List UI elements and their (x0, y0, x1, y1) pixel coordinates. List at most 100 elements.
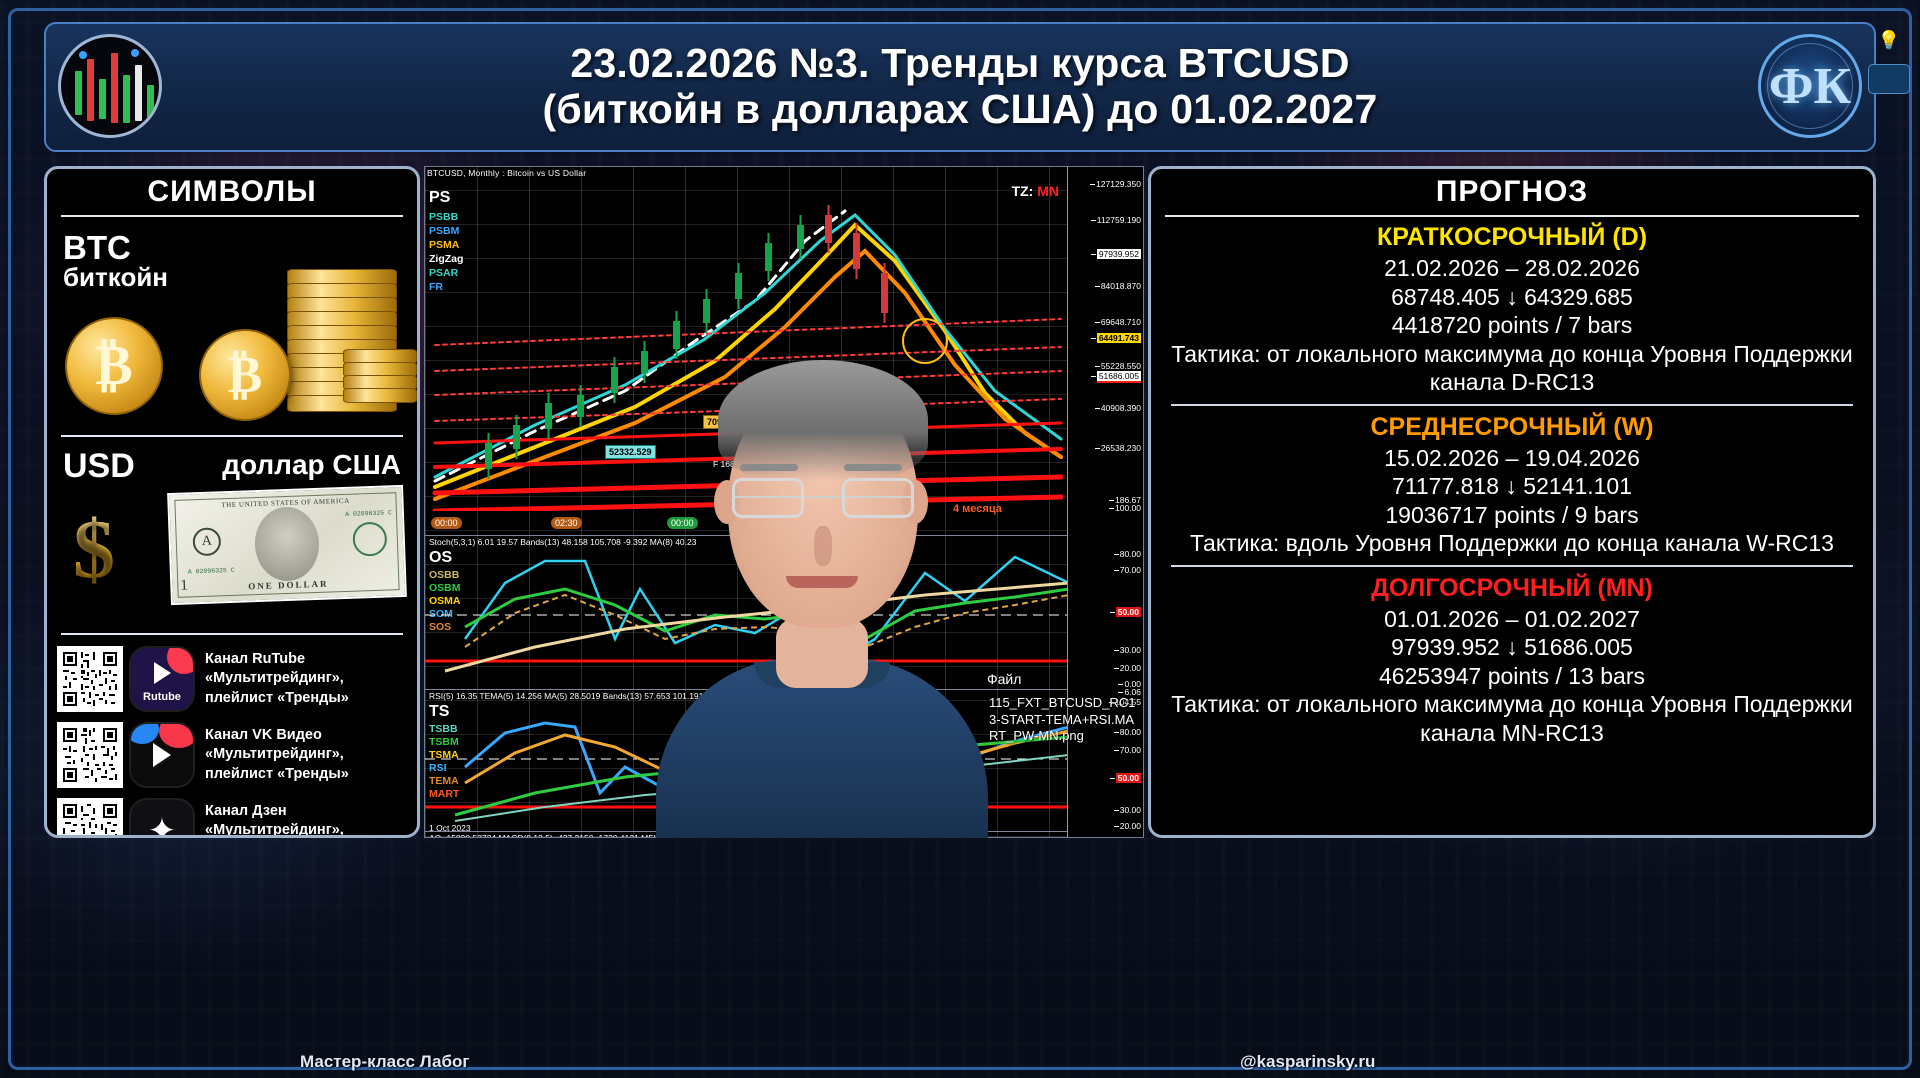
channel-links: Rutube Канал RuTube «Мультитрейдинг», пл… (47, 635, 417, 838)
axis-tick: 30.00 (1113, 805, 1141, 815)
indicator-osma: OSMA (429, 595, 461, 607)
time-chip: 02:30 (551, 517, 582, 529)
cs-header-text: AO -15890.53724 MACD(8,13,5) -427.3150 -… (429, 833, 749, 838)
btc-symbol-block: BTC биткойн ₿ ₿ (47, 217, 417, 435)
axis-tick: 20.00 (1113, 821, 1141, 831)
divider (1171, 403, 1853, 406)
list-item[interactable]: Канал VK Видео «Мультитрейдинг», плейлис… (47, 717, 417, 793)
title-line-2: (биткойн в долларах США) до 01.02.2027 (542, 86, 1378, 132)
title-line-1: 23.02.2026 №3. Тренды курса BTCUSD (570, 40, 1350, 87)
axis-tick: 55228.550 (1094, 361, 1141, 371)
axis-tick: 186.67 (1109, 495, 1141, 505)
chart-date-left: 1 Oct 2023 (429, 823, 471, 833)
footer-left-text: Мастер-класс Лабог (300, 1052, 470, 1071)
indicator-osbm: OSBM (429, 582, 461, 594)
axis-tick: 26538.230 (1094, 443, 1141, 453)
timezone-value: MN (1037, 183, 1059, 199)
forecast-points: 19036717 points / 9 bars (1385, 501, 1639, 528)
indicator-tsma: TSMA (429, 749, 459, 761)
forecast-period: 01.01.2026 – 01.02.2027 (1384, 605, 1640, 632)
indicator-osbb: OSBB (429, 569, 460, 581)
list-item[interactable]: ✦ Канал Дзен «Мультитрейдинг», подборка … (47, 793, 417, 838)
divider (1171, 564, 1853, 567)
usd-code: USD (63, 447, 135, 485)
axis-tick-highlight: 64491.743 (1090, 333, 1141, 343)
qr-code-rutube[interactable] (57, 646, 123, 712)
header-badge-icon (1868, 64, 1910, 94)
divider (61, 215, 403, 217)
indicator-rsi: RSI (429, 762, 447, 774)
forecast-range: 71177.818 ↓ 52141.101 (1391, 473, 1633, 500)
indicator-psbb: PSBB (429, 211, 459, 223)
dzen-icon[interactable]: ✦ (131, 800, 193, 835)
timezone-label: TZ: (1011, 183, 1034, 199)
presenter-video-overlay (636, 330, 1008, 838)
axis-tick-highlight: 51686.005 (1090, 371, 1141, 383)
price-axis: 127129.350 112759.190 97939.952 84018.87… (1067, 167, 1143, 837)
axis-tick: 40908.390 (1094, 403, 1141, 413)
rutube-icon[interactable]: Rutube (131, 648, 193, 710)
axis-tick-highlight: 97939.952 (1090, 249, 1141, 259)
list-item-label: Канал Дзен «Мультитрейдинг», подборка «B… (205, 802, 344, 838)
divider (61, 435, 403, 437)
forecast-points: 4418720 points / 7 bars (1391, 312, 1633, 339)
axis-tick: 127129.350 (1090, 179, 1141, 189)
os-series (425, 555, 1069, 673)
symbols-heading: СИМВОЛЫ (147, 175, 317, 208)
glasses-icon (732, 478, 914, 518)
annotation-months: 4 месяца (953, 503, 1002, 515)
usd-symbol-block: USD доллар США $ THE UNITED STATES OF AM… (47, 437, 417, 633)
axis-tick: 80.00 (1113, 549, 1141, 559)
symbols-panel: СИМВОЛЫ BTC биткойн ₿ ₿ US (44, 166, 420, 838)
forecast-tactic: Тактика: вдоль Уровня Поддержки до конца… (1190, 530, 1834, 557)
indicator-som: SOM (429, 608, 453, 620)
bitcoin-coin-icon: ₿ (199, 329, 291, 421)
time-chip: 00:00 (667, 517, 698, 529)
indicator-zigzag: ZigZag (429, 253, 464, 265)
axis-tick: 30.00 (1113, 645, 1141, 655)
indicator-sos: SOS (429, 621, 452, 633)
forecast-long-term: ДОЛГОСРОЧНЫЙ (MN) 01.01.2026 – 01.02.202… (1151, 574, 1873, 748)
bitcoin-coin-icon: ₿ (65, 317, 163, 415)
axis-tick: 70.00 (1113, 565, 1141, 575)
dollar-sign-icon: $ (73, 503, 115, 596)
indicator-psbm: PSBM (429, 225, 460, 237)
forecast-mid-term: СРЕДНЕСРОЧНЫЙ (W) 15.02.2026 – 19.04.202… (1151, 413, 1873, 558)
indicator-fr: FR (429, 281, 443, 293)
forecast-title: КРАТКОСРОЧНЫЙ (D) (1376, 223, 1648, 251)
axis-tick: 84018.870 (1094, 281, 1141, 291)
list-item-label: Канал RuTube «Мультитрейдинг», плейлист … (205, 650, 349, 706)
list-item-label: Канал VK Видео «Мультитрейдинг», плейлис… (205, 726, 349, 782)
axis-tick: 104.55 (1109, 697, 1141, 707)
usd-name: доллар США (222, 449, 401, 480)
forecast-heading: ПРОГНОЗ (1435, 175, 1589, 208)
dollar-bill-image: THE UNITED STATES OF AMERICA A A 0209632… (167, 484, 407, 606)
file-label: Файл (987, 671, 1022, 687)
axis-tick: 6.06 (1118, 687, 1141, 697)
axis-tick: 112759.190 (1090, 215, 1141, 225)
forecast-period: 15.02.2026 – 19.04.2026 (1384, 444, 1640, 471)
qr-code-dzen[interactable] (57, 798, 123, 835)
forecast-points: 46253947 points / 13 bars (1379, 662, 1645, 689)
pane-label-ts: TS (429, 703, 450, 720)
axis-tick: 7.97 (1124, 837, 1141, 838)
chart-header-text: BTCUSD, Monthly : Bitcoin vs US Dollar (427, 168, 587, 178)
qr-code-vk[interactable] (57, 722, 123, 788)
forecast-range: 97939.952 ↓ 51686.005 (1391, 634, 1633, 661)
os-header-text: Stoch(5,3,1) 6.01 19.57 Bands(13) 48.158… (429, 537, 697, 547)
axis-tick-highlight: 50.00 (1109, 773, 1141, 783)
forecast-title: СРЕДНЕСРОЧНЫЙ (W) (1370, 412, 1654, 441)
axis-tick: 70.00 (1113, 745, 1141, 755)
forecast-title: ДОЛГОСРОЧНЫЙ (MN) (1371, 573, 1653, 602)
page-title: 23.02.2026 №3. Тренды курса BTCUSD (битк… (542, 40, 1378, 133)
list-item[interactable]: Rutube Канал RuTube «Мультитрейдинг», пл… (47, 641, 417, 717)
indicator-psma: PSMA (429, 239, 460, 251)
axis-tick: 69648.710 (1094, 317, 1141, 327)
forecast-tactic: Тактика: от локального максимума до конц… (1171, 691, 1853, 746)
vk-video-icon[interactable] (131, 724, 193, 786)
header-bar: 23.02.2026 №3. Тренды курса BTCUSD (битк… (44, 22, 1876, 152)
indicator-tsbb: TSBB (429, 723, 458, 735)
axis-tick-highlight: 50.00 (1109, 607, 1141, 617)
indicator-mart: MART (429, 788, 460, 800)
